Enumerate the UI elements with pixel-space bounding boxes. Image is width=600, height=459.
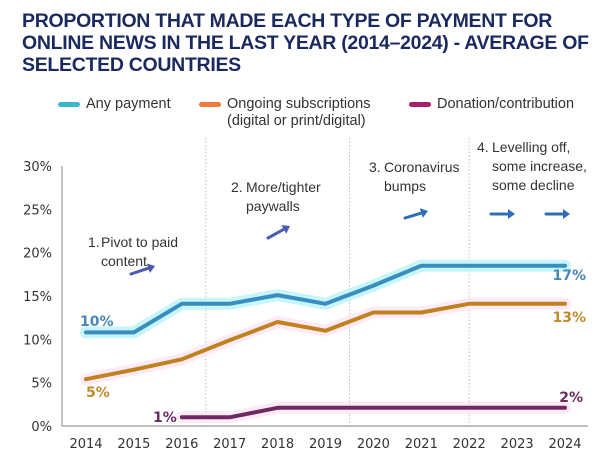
annotation-4-number: 4. — [477, 139, 489, 155]
annotation-3-line: Coronavirus — [384, 159, 459, 175]
x-tick-label: 2016 — [165, 437, 198, 452]
annotation-4-line: some increase, — [492, 158, 587, 174]
y-tick-label: 5% — [31, 377, 52, 392]
annotations: 1. Pivot to paid content 2. More/tighter… — [88, 139, 587, 269]
x-tick-label: 2024 — [548, 437, 581, 452]
x-tick-label: 2021 — [405, 437, 438, 452]
y-tick-label: 0% — [31, 420, 52, 435]
chart-title-line: PROPORTION THAT MADE EACH TYPE OF PAYMEN… — [22, 10, 552, 32]
arrow-icon — [266, 224, 290, 240]
legend-item-ongoing-subscriptions: Ongoing subscriptions (digital or print/… — [199, 96, 370, 130]
donation-end-label: 2% — [559, 390, 583, 406]
any-payment-start-label: 10% — [80, 314, 114, 330]
annotation-2-line: More/tighter — [246, 179, 321, 195]
subscriptions-start-label: 5% — [86, 385, 110, 401]
chart-title-line: ONLINE NEWS IN THE LAST YEAR (2014–2024)… — [22, 32, 589, 54]
x-tick-label: 2017 — [213, 437, 246, 452]
y-tick-label: 25% — [23, 203, 52, 218]
legend-swatch-ongoing-subscriptions — [199, 102, 221, 107]
annotation-1-line: Pivot to paid — [101, 234, 178, 250]
arrow-head — [419, 208, 428, 218]
y-tick-label: 30% — [23, 160, 52, 175]
legend-swatch-any-payment — [58, 102, 80, 107]
chart-title: PROPORTION THAT MADE EACH TYPE OF PAYMEN… — [22, 10, 592, 76]
y-tick-label: 20% — [23, 247, 52, 262]
x-tick-label: 2020 — [357, 437, 390, 452]
donation-start-label: 1% — [153, 410, 177, 426]
axis-layer — [61, 166, 588, 427]
annotation-2-number: 2. — [231, 179, 243, 195]
y-tick-label: 10% — [23, 333, 52, 348]
arrow-icon — [489, 209, 515, 219]
chart-title-line: SELECTED COUNTRIES — [22, 54, 241, 76]
arrow-head — [146, 263, 155, 273]
y-tick-labels: 0% 5% 10% 15% 20% 25% 30% — [23, 160, 52, 435]
annotation-4-line: Levelling off, — [492, 139, 570, 155]
x-tick-labels: 2014 2015 2016 2017 2018 2019 2020 2021 2022 2023… — [69, 437, 581, 452]
annotation-3-number: 3. — [369, 159, 381, 175]
annotation-1-number: 1. — [88, 234, 100, 250]
x-tick-label: 2015 — [117, 437, 150, 452]
any-payment-end-label: 17% — [552, 268, 586, 284]
legend-swatch-donation — [409, 102, 431, 107]
arrow-head — [508, 209, 515, 219]
annotation-4-line: some decline — [492, 177, 575, 193]
subscriptions-end-label: 13% — [552, 310, 586, 326]
arrow-icon — [403, 208, 428, 220]
annotation-2-line: paywalls — [246, 198, 300, 214]
arrow-shaft — [129, 266, 150, 276]
legend-label: Any payment — [86, 96, 171, 112]
annotation-1-line: content — [101, 253, 147, 269]
arrow-head — [281, 224, 290, 234]
divider-layer — [205, 138, 470, 426]
x-tick-label: 2018 — [261, 437, 294, 452]
arrow-icon — [544, 209, 570, 219]
x-tick-label: 2022 — [453, 437, 486, 452]
arrow-icon — [129, 263, 155, 276]
x-tick-label: 2014 — [69, 437, 102, 452]
legend-label: Donation/contribution — [437, 96, 575, 112]
arrow-head — [563, 209, 570, 219]
x-tick-label: 2023 — [501, 437, 534, 452]
legend-item-donation: Donation/contribution — [409, 96, 574, 113]
legend-item-any-payment: Any payment — [58, 96, 171, 113]
arrow-shaft — [403, 211, 423, 220]
end-labels: 10% 17% 5% 13% 1% 2% — [80, 268, 586, 426]
annotation-3-line: bumps — [384, 178, 426, 194]
series-layer — [80, 259, 571, 424]
legend-label: Ongoing subscriptions (digital or print/… — [227, 96, 371, 129]
arrows — [129, 208, 570, 276]
arrow-shaft — [266, 227, 286, 240]
x-tick-label: 2019 — [309, 437, 342, 452]
y-tick-label: 15% — [23, 290, 52, 305]
